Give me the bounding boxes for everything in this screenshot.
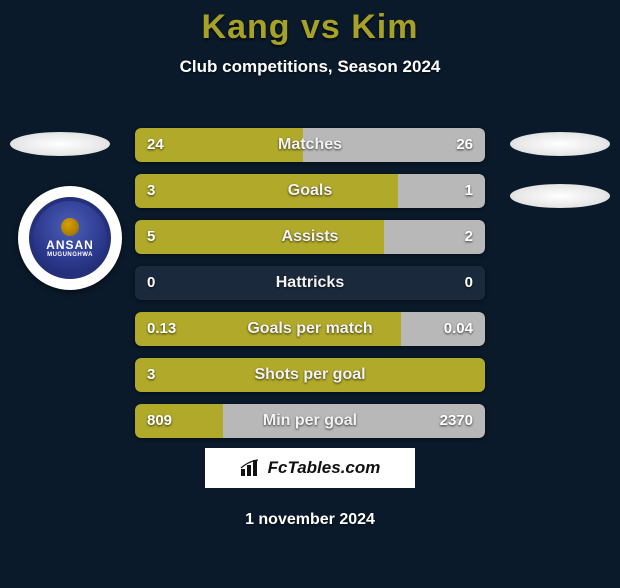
stat-row: 809Min per goal2370 xyxy=(135,404,485,438)
stat-row: 0.13Goals per match0.04 xyxy=(135,312,485,346)
stat-value-right: 2 xyxy=(465,220,473,254)
stat-label: Matches xyxy=(135,128,485,162)
stat-value-right: 0.04 xyxy=(444,312,473,346)
stat-value-right: 1 xyxy=(465,174,473,208)
stat-value-right: 0 xyxy=(465,266,473,300)
stat-row: 3Shots per goal xyxy=(135,358,485,392)
crest-text-main: ANSAN xyxy=(46,238,94,252)
stat-row: 24Matches26 xyxy=(135,128,485,162)
stat-label: Hattricks xyxy=(135,266,485,300)
brand-text: FcTables.com xyxy=(268,458,381,478)
brand-logo[interactable]: FcTables.com xyxy=(205,448,415,488)
brand-bars-icon xyxy=(240,459,262,477)
stat-row: 3Goals1 xyxy=(135,174,485,208)
crest-text-sub: MUGUNGHWA xyxy=(47,252,93,258)
player-right-badge-placeholder-2 xyxy=(510,184,610,208)
page-subtitle: Club competitions, Season 2024 xyxy=(0,57,620,77)
stats-container: 24Matches26 3Goals1 5Assists2 0Hattricks0 0.… xyxy=(135,128,485,450)
stat-label: Shots per goal xyxy=(135,358,485,392)
stat-value-right: 2370 xyxy=(440,404,473,438)
page-title: Kang vs Kim xyxy=(0,8,620,47)
stat-row: 0Hattricks0 xyxy=(135,266,485,300)
stat-row: 5Assists2 xyxy=(135,220,485,254)
page-date: 1 november 2024 xyxy=(0,511,620,529)
stat-label: Assists xyxy=(135,220,485,254)
stat-label: Goals per match xyxy=(135,312,485,346)
player-right-badge-placeholder-1 xyxy=(510,132,610,156)
stat-value-right: 26 xyxy=(456,128,473,162)
player-left-club-crest: ANSAN MUGUNGHWA xyxy=(18,186,122,290)
stat-label: Min per goal xyxy=(135,404,485,438)
crest-ball-icon xyxy=(61,218,79,236)
stat-label: Goals xyxy=(135,174,485,208)
club-crest-inner: ANSAN MUGUNGHWA xyxy=(29,197,111,279)
player-left-badge-placeholder xyxy=(10,132,110,156)
